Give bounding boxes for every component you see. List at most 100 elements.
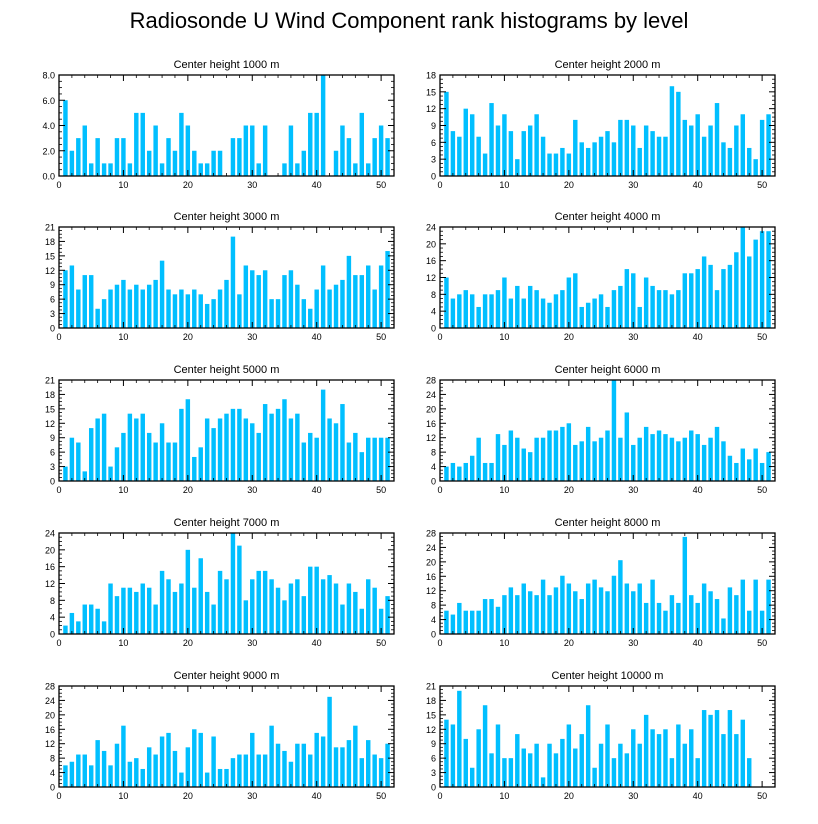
chart-panel: Center height 4000 m 0 4 8 12 16 20 24 0 10 20 30 40…	[426, 211, 776, 342]
bar	[353, 275, 358, 328]
bar	[605, 724, 610, 787]
bar	[547, 595, 552, 634]
bar	[740, 448, 746, 481]
bar	[682, 437, 688, 481]
bar	[734, 462, 739, 481]
bar	[69, 150, 75, 176]
bar	[547, 153, 552, 176]
bar	[495, 125, 501, 176]
bar	[295, 413, 300, 481]
bar	[63, 765, 68, 787]
bar	[256, 163, 261, 176]
bar	[489, 753, 494, 787]
bar	[134, 284, 139, 328]
bar	[573, 119, 578, 176]
bar	[676, 290, 681, 328]
y-tick-label: 8	[431, 601, 436, 611]
bar	[185, 125, 191, 176]
y-tick-label: 9	[431, 739, 436, 749]
bar	[482, 294, 488, 328]
x-tick-label: 20	[564, 332, 574, 342]
bar	[243, 265, 249, 328]
chart-panel: Center height 2000 m 0 3 6 9 12 15 18 0 10 20 30 40 5…	[426, 59, 776, 190]
bar	[314, 566, 319, 634]
bar	[108, 289, 113, 328]
bar	[502, 114, 507, 176]
bar	[540, 579, 546, 634]
x-tick-label: 40	[312, 332, 322, 342]
bar	[457, 466, 462, 481]
bar	[508, 430, 514, 481]
bar	[566, 724, 572, 787]
bar	[140, 289, 145, 328]
x-tick-label: 10	[118, 791, 128, 801]
bar	[282, 600, 287, 634]
bar	[82, 754, 87, 787]
bar	[172, 442, 178, 481]
bar	[463, 290, 468, 328]
bar	[663, 136, 668, 176]
bar	[166, 442, 171, 481]
bar	[372, 754, 377, 787]
y-tick-label: 12	[426, 433, 436, 443]
bar	[553, 753, 559, 787]
bar	[656, 430, 662, 481]
bar	[88, 765, 94, 787]
bar	[204, 591, 210, 634]
bar	[721, 734, 726, 787]
bar	[127, 587, 133, 634]
bar	[624, 583, 630, 634]
bar	[134, 591, 139, 634]
bar	[656, 734, 662, 787]
bar	[301, 442, 307, 481]
y-tick-label: 12	[45, 739, 55, 749]
bar	[314, 732, 319, 787]
bar	[650, 579, 655, 634]
bar	[631, 591, 636, 634]
bar	[753, 239, 758, 328]
x-tick-label: 20	[183, 180, 193, 190]
bar	[560, 426, 565, 481]
bar	[643, 125, 649, 176]
bar	[444, 91, 449, 176]
bar	[166, 732, 171, 787]
bar	[682, 273, 688, 328]
bar	[721, 441, 726, 481]
y-tick-label: 9	[50, 280, 55, 290]
bar	[747, 610, 752, 634]
bar	[489, 103, 494, 176]
bar	[288, 270, 294, 328]
bar	[450, 724, 456, 787]
bar	[320, 75, 326, 176]
bar	[288, 125, 294, 176]
bar	[134, 418, 139, 481]
bar	[598, 136, 604, 176]
bar	[333, 747, 339, 787]
y-tick-label: 4	[431, 615, 436, 625]
bar	[444, 466, 449, 481]
bar	[108, 583, 113, 634]
bar	[82, 604, 87, 634]
bar	[76, 442, 81, 481]
bar	[701, 444, 707, 481]
bar	[663, 729, 668, 787]
y-tick-label: 12	[426, 725, 436, 735]
x-tick-label: 0	[437, 638, 442, 648]
bar	[95, 608, 100, 634]
bar	[566, 277, 572, 328]
x-tick-label: 30	[247, 332, 257, 342]
bar	[463, 462, 468, 481]
bar	[521, 448, 526, 481]
bar	[121, 279, 126, 328]
y-tick-label: 18	[426, 696, 436, 706]
bar	[256, 754, 261, 787]
bar	[515, 285, 520, 328]
chart-title: Center height 6000 m	[555, 364, 661, 376]
bar	[346, 583, 352, 634]
bar	[508, 131, 514, 176]
bar	[192, 729, 197, 787]
bar	[631, 273, 636, 328]
y-tick-label: 16	[426, 256, 436, 266]
x-tick-label: 10	[499, 638, 509, 648]
y-tick-label: 4	[50, 613, 55, 623]
